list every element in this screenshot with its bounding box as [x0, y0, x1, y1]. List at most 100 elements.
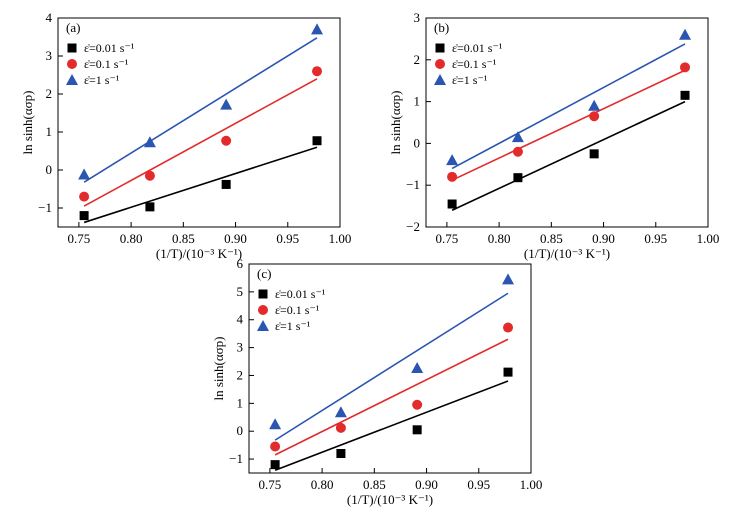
data-point-circle	[589, 111, 600, 122]
y-tick-label: 0	[414, 135, 421, 150]
legend-marker-square	[67, 43, 77, 53]
x-tick-label: 0.80	[488, 231, 511, 246]
panel-c: (c) 0.75 0.80 0.85 0.90 0.95 1.00 −1 0 1 2 3 4 5 6 (1/…	[211, 256, 542, 507]
y-tick-label: 5	[237, 284, 244, 299]
legend-marker-triangle	[434, 74, 446, 85]
x-tick-label: 0.95	[276, 231, 299, 246]
x-tick-label: 0.80	[120, 231, 143, 246]
data-point-triangle	[269, 418, 282, 430]
legend-entry: ε̇=0.1 s⁻¹	[258, 303, 320, 317]
panel-c-tag: (c)	[257, 266, 271, 281]
legend-label: ε̇=1 s⁻¹	[275, 319, 311, 333]
fit-line	[83, 37, 318, 183]
data-point-triangle	[679, 28, 692, 40]
data-point-circle	[221, 135, 232, 146]
data-point-square	[589, 149, 599, 159]
series-square	[270, 367, 513, 471]
fit-line	[274, 338, 509, 456]
legend-label: ε̇=0.1 s⁻¹	[84, 57, 129, 71]
x-tick-label: 0.80	[311, 477, 334, 492]
x-tick-label: 1.00	[329, 231, 352, 246]
legend-entry: ε̇=0.01 s⁻¹	[258, 287, 326, 301]
legend-entry: ε̇=0.01 s⁻¹	[435, 41, 503, 55]
fit-line	[451, 100, 686, 212]
data-point-triangle	[588, 99, 601, 111]
fit-line	[83, 146, 318, 224]
fit-line	[274, 292, 509, 441]
legend-marker-square	[435, 43, 445, 53]
legend-entry: ε̇=0.01 s⁻¹	[67, 41, 135, 55]
y-tick-label: 2	[237, 367, 244, 382]
legend-marker-circle	[67, 59, 77, 69]
y-axis-label: ln sinh(ασp)	[20, 90, 35, 154]
series-square	[79, 136, 322, 224]
data-point-triangle	[411, 361, 424, 373]
data-point-circle	[312, 66, 323, 77]
data-point-square	[270, 460, 280, 470]
legend-entry: ε̇=1 s⁻¹	[257, 319, 311, 333]
y-tick-label: 6	[237, 256, 244, 271]
data-point-triangle	[143, 136, 156, 148]
y-tick-label: 1	[46, 124, 53, 139]
legend-marker-triangle	[66, 74, 78, 85]
data-point-square	[447, 199, 457, 209]
fit-line	[83, 78, 318, 207]
data-point-square	[513, 173, 523, 183]
data-point-circle	[144, 170, 155, 181]
data-point-square	[221, 179, 231, 189]
data-point-circle	[503, 322, 514, 333]
data-point-circle	[79, 191, 90, 202]
data-point-triangle	[311, 23, 324, 35]
fit-line	[451, 43, 686, 170]
y-tick-label: 3	[237, 340, 244, 355]
series-square	[447, 90, 690, 212]
data-point-circle	[512, 146, 523, 157]
legend-marker-circle	[435, 59, 445, 69]
plot-frame	[425, 17, 709, 228]
y-tick-label: −1	[406, 177, 420, 192]
x-axis-label: (1/T)/(10⁻³ K⁻¹)	[156, 246, 242, 261]
legend-entry: ε̇=0.1 s⁻¹	[435, 57, 497, 71]
data-point-square	[503, 367, 513, 377]
legend-label: ε̇=0.1 s⁻¹	[275, 303, 320, 317]
panel-b: (b) 0.75 0.80 0.85 0.90 0.95 1.00 −2 −1 0 1 2 3 (1/T…	[388, 10, 719, 261]
fit-line	[451, 69, 686, 181]
y-tick-label: 4	[46, 10, 53, 25]
x-tick-label: 0.85	[363, 477, 386, 492]
data-point-circle	[680, 62, 691, 73]
data-point-triangle	[334, 406, 347, 418]
data-point-circle	[335, 422, 346, 433]
legend-marker-square	[258, 289, 268, 299]
legend-entry: ε̇=1 s⁻¹	[434, 73, 488, 87]
legend-label: ε̇=0.01 s⁻¹	[275, 287, 326, 301]
y-tick-label: 4	[237, 312, 244, 327]
x-axis-label: (1/T)/(10⁻³ K⁻¹)	[347, 492, 433, 507]
data-point-triangle	[220, 98, 233, 110]
x-tick-label: 1.00	[697, 231, 720, 246]
x-tick-label: 0.75	[436, 231, 459, 246]
data-point-triangle	[502, 273, 515, 285]
x-tick-label: 0.90	[592, 231, 615, 246]
y-tick-label: −1	[229, 451, 243, 466]
legend-label: ε̇=1 s⁻¹	[84, 73, 120, 87]
data-point-circle	[447, 171, 458, 182]
y-tick-label: −2	[406, 219, 420, 234]
series-circle	[79, 66, 323, 207]
y-tick-label: −1	[38, 200, 52, 215]
legend-marker-circle	[258, 305, 268, 315]
x-tick-label: 0.95	[467, 477, 490, 492]
data-point-circle	[412, 399, 423, 410]
data-point-triangle	[446, 154, 459, 166]
y-tick-label: 0	[46, 162, 53, 177]
series-triangle	[78, 23, 324, 183]
panel-a: (a) 0.75 0.80 0.85 0.90 0.95 1.00 −1 0 1 2 3 4 (1/T)…	[20, 10, 351, 261]
y-axis-label: ln sinh(ασp)	[211, 336, 226, 400]
x-tick-label: 0.90	[415, 477, 438, 492]
data-point-triangle	[511, 131, 524, 143]
series-circle	[447, 62, 691, 182]
legend-marker-triangle	[257, 320, 269, 331]
panel-a-tag: (a)	[66, 20, 80, 35]
legend-entry: ε̇=1 s⁻¹	[66, 73, 120, 87]
legend-label: ε̇=0.1 s⁻¹	[452, 57, 497, 71]
